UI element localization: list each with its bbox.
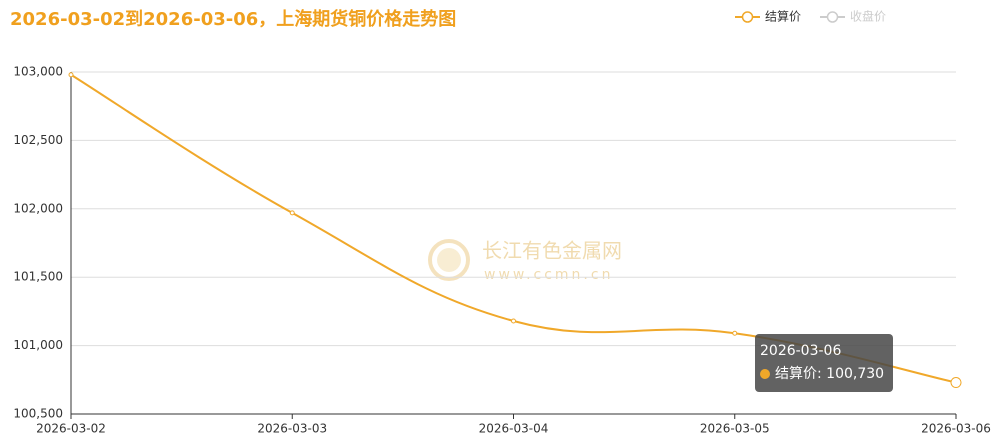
tooltip-text: 结算价: 100,730 bbox=[775, 366, 884, 382]
x-tick-label: 2026-03-03 bbox=[257, 422, 327, 436]
x-tick-label: 2026-03-05 bbox=[700, 422, 770, 436]
chart-title: 2026-03-02到2026-03-06，上海期货铜价格走势图 bbox=[10, 8, 456, 30]
x-tick-label: 2026-03-06 bbox=[921, 422, 991, 436]
legend-label: 结算价 bbox=[765, 9, 801, 24]
watermark-name: 长江有色金属网 bbox=[482, 239, 622, 263]
y-tick-label: 101,500 bbox=[13, 270, 63, 284]
legend-item: 结算价 bbox=[735, 9, 801, 24]
watermark-url: www.ccmn.cn bbox=[484, 267, 613, 283]
x-tick-label: 2026-03-04 bbox=[479, 422, 549, 436]
tooltip: 2026-03-06 结算价: 100,730 bbox=[755, 334, 893, 392]
data-point bbox=[289, 210, 295, 216]
legend-marker bbox=[826, 11, 839, 23]
data-point bbox=[950, 377, 962, 389]
tooltip-box bbox=[755, 334, 893, 392]
legend-marker bbox=[741, 11, 754, 23]
y-tick-label: 101,000 bbox=[13, 338, 63, 352]
tooltip-title: 2026-03-06 bbox=[760, 343, 841, 359]
y-tick-label: 103,000 bbox=[13, 65, 63, 79]
y-tick-label: 102,000 bbox=[13, 201, 63, 215]
data-point bbox=[732, 330, 738, 336]
legend-item: 收盘价 bbox=[820, 9, 886, 24]
watermark-logo bbox=[428, 239, 470, 281]
y-tick-label: 100,500 bbox=[13, 407, 63, 421]
watermark-logo-inner bbox=[437, 248, 461, 272]
y-tick-label: 102,500 bbox=[13, 133, 63, 147]
x-tick-label: 2026-03-02 bbox=[36, 422, 106, 436]
legend-label: 收盘价 bbox=[850, 9, 886, 24]
watermark: 长江有色金属网 www.ccmn.cn bbox=[428, 239, 622, 283]
tooltip-marker bbox=[760, 369, 770, 379]
data-point bbox=[511, 318, 516, 324]
data-point bbox=[68, 72, 74, 78]
